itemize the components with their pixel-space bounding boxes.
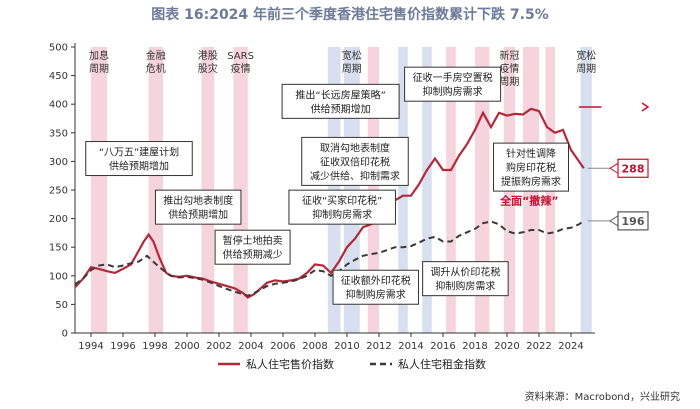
annotation-text: 供给预期增加 [109,160,169,173]
annotation-text: 抑制购房需求 [435,280,495,293]
x-tick-label: 1998 [142,341,167,352]
period-label: 金融 [146,49,166,62]
x-tick-label: 1994 [78,341,103,352]
y-tick-label: 0 [62,329,68,340]
period-label: 股灾 [198,62,218,75]
x-tick-label: 2010 [334,341,359,352]
annotation-text: 供给预期增加 [168,208,228,221]
end-label-pointer [609,162,619,175]
period-label: 疫情 [231,62,251,75]
annotation-box [154,189,242,225]
y-tick-label: 100 [49,271,68,282]
annotation-box [332,269,420,305]
end-label-value: 288 [622,162,645,175]
end-label-box [617,158,649,178]
annotation-text: 供给预期增加 [311,102,371,115]
annotation-box [404,66,502,102]
annotation-text: 征收双倍印花税 [320,155,390,168]
legend-label-price: 私人住宅售价指数 [246,357,334,371]
annotation-text: 购房印花税 [506,161,556,174]
annotation-text: 征收“买家印花税” [302,194,382,207]
annotation-box [493,142,569,192]
y-tick-label: 400 [49,100,68,111]
annotation-text: 调升从价印花税 [430,266,500,279]
x-tick-label: 1996 [110,341,135,352]
rent-index-line [74,220,585,297]
annotation-text: 抑制购房需求 [423,85,483,98]
x-tick-label: 2020 [494,341,519,352]
x-tick-label: 2024 [558,341,583,352]
y-tick-label: 250 [49,186,68,197]
legend-label-rent: 私人住宅租金指数 [398,357,486,371]
full-easing-label: 全面“撤辣” [499,193,558,207]
annotation-box [281,83,400,119]
chart-title: 图表 16:2024 年前三个季度香港住宅售价指数累计下跌 7.5% [151,7,549,23]
x-tick-label: 2002 [206,341,231,352]
period-label: 危机 [146,62,166,75]
period-label: 疫情 [499,62,519,75]
easing-arrow-head [641,102,650,112]
x-tick-label: 2000 [174,341,199,352]
y-tick-label: 500 [49,43,68,54]
y-tick-label: 350 [49,128,68,139]
period-label: SARS [227,51,254,62]
period-label: 加息 [89,49,109,62]
period-band [422,47,432,333]
x-tick-label: 2006 [270,341,295,352]
price-index-line [74,107,585,299]
annotation-text: 供给预期减少 [223,248,283,261]
annotation-text: 针对性调降 [506,147,556,160]
annotation-text: 减少供给、抑制需求 [310,169,400,182]
end-label-value: 196 [622,215,645,228]
period-band [91,47,107,333]
period-band [398,47,408,333]
annotation-text: 取消勾地表制度 [320,141,390,154]
annotation-text: 推出“长远房屋策略” [295,88,385,101]
end-label-pointer [609,214,619,227]
annotation-text: 征收额外印花税 [341,274,411,287]
y-tick-label: 450 [49,71,68,82]
source-note: 资料来源：Macrobond，兴业研究 [524,392,680,403]
annotation-text: 征收一手房空置税 [413,71,493,84]
annotation-text: 抑制购房需求 [312,208,372,221]
annotation-text: 暂停土地拍卖 [223,234,283,247]
x-tick-label: 2008 [302,341,327,352]
annotation-text: 提振购房需求 [501,175,561,188]
x-tick-label: 2014 [398,341,423,352]
annotation-text: 抑制购房需求 [346,288,406,301]
period-band [446,47,456,333]
annotation-box [288,189,396,225]
x-tick-label: 2004 [238,341,263,352]
x-tick-label: 2016 [430,341,455,352]
annotation-text: “八万五”建屋计划 [99,146,179,159]
period-label: 周期 [89,63,109,75]
period-label: 新冠 [499,49,519,62]
y-tick-label: 150 [49,243,68,254]
y-tick-label: 50 [55,300,68,311]
annotation-box [214,229,291,265]
x-tick-label: 2022 [526,341,551,352]
annotation-box [422,261,509,297]
period-label: 宽松 [576,49,596,62]
period-label: 周期 [576,63,596,75]
y-tick-label: 200 [49,214,68,225]
annotation-box [301,136,409,186]
annotation-text: 推出勾地表制度 [163,194,233,207]
x-tick-label: 2018 [462,341,487,352]
period-label: 周期 [499,76,519,88]
period-label: 周期 [342,63,362,75]
period-band [580,47,592,333]
period-label: 港股 [198,50,218,62]
annotation-box [85,141,193,177]
end-label-box [617,211,649,231]
period-label: 宽松 [342,49,362,62]
x-tick-label: 2012 [366,341,391,352]
y-tick-label: 300 [49,157,68,168]
